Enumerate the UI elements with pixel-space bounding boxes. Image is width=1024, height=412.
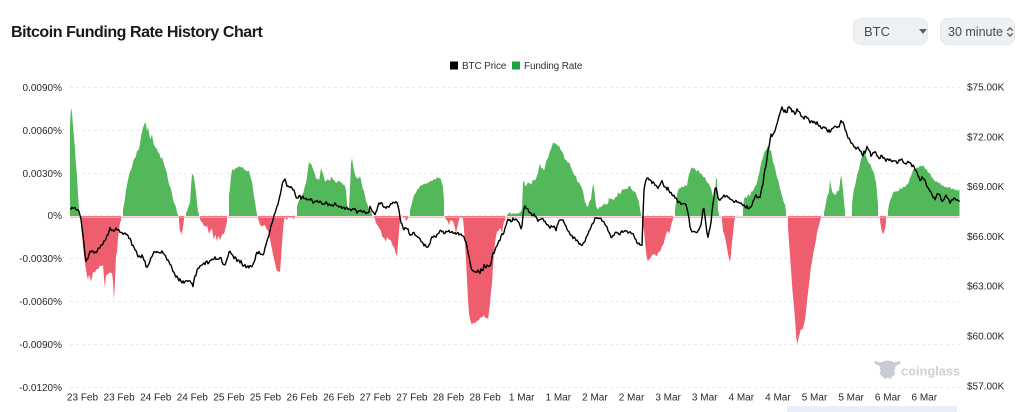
svg-text:4 Mar: 4 Mar xyxy=(729,393,755,404)
svg-text:$72.00K: $72.00K xyxy=(967,132,1005,143)
svg-text:1 Mar: 1 Mar xyxy=(546,393,572,404)
svg-text:$66.00K: $66.00K xyxy=(967,232,1005,243)
svg-text:$69.00K: $69.00K xyxy=(967,182,1005,193)
svg-text:25 Feb: 25 Feb xyxy=(250,393,282,404)
svg-text:$75.00K: $75.00K xyxy=(967,83,1005,94)
svg-text:2 Mar: 2 Mar xyxy=(619,393,645,404)
svg-text:5 Mar: 5 Mar xyxy=(802,393,828,404)
svg-text:6 Mar: 6 Mar xyxy=(875,393,901,404)
svg-text:$57.00K: $57.00K xyxy=(967,381,1005,392)
svg-text:$63.00K: $63.00K xyxy=(967,282,1005,293)
svg-text:3 Mar: 3 Mar xyxy=(692,393,718,404)
svg-text:coinglass: coinglass xyxy=(901,364,960,379)
svg-text:6 Mar: 6 Mar xyxy=(912,393,938,404)
svg-text:28 Feb: 28 Feb xyxy=(433,393,465,404)
svg-text:3 Mar: 3 Mar xyxy=(655,393,681,404)
svg-text:0.0030%: 0.0030% xyxy=(23,169,63,180)
svg-text:26 Feb: 26 Feb xyxy=(323,393,355,404)
svg-text:BTC Price: BTC Price xyxy=(462,61,507,72)
svg-text:23 Feb: 23 Feb xyxy=(104,393,136,404)
svg-text:4 Mar: 4 Mar xyxy=(765,393,791,404)
svg-text:$60.00K: $60.00K xyxy=(967,332,1005,343)
svg-text:1 Mar: 1 Mar xyxy=(509,393,535,404)
svg-text:-0.0030%: -0.0030% xyxy=(19,254,62,265)
svg-text:28 Feb: 28 Feb xyxy=(470,393,502,404)
svg-text:Funding Rate: Funding Rate xyxy=(524,61,583,72)
svg-text:0.0060%: 0.0060% xyxy=(23,126,63,137)
svg-text:25 Feb: 25 Feb xyxy=(213,393,245,404)
svg-text:2 Mar: 2 Mar xyxy=(582,393,608,404)
svg-text:0%: 0% xyxy=(48,211,63,222)
svg-text:27 Feb: 27 Feb xyxy=(360,393,392,404)
svg-text:-0.0090%: -0.0090% xyxy=(19,340,62,351)
svg-text:0.0090%: 0.0090% xyxy=(23,83,63,94)
svg-text:26 Feb: 26 Feb xyxy=(287,393,319,404)
svg-text:-0.0120%: -0.0120% xyxy=(19,383,62,394)
svg-text:24 Feb: 24 Feb xyxy=(140,393,172,404)
svg-text:24 Feb: 24 Feb xyxy=(177,393,209,404)
svg-text:-0.0060%: -0.0060% xyxy=(19,297,62,308)
svg-text:27 Feb: 27 Feb xyxy=(396,393,428,404)
svg-text:5 Mar: 5 Mar xyxy=(838,393,864,404)
svg-text:23 Feb: 23 Feb xyxy=(67,393,99,404)
